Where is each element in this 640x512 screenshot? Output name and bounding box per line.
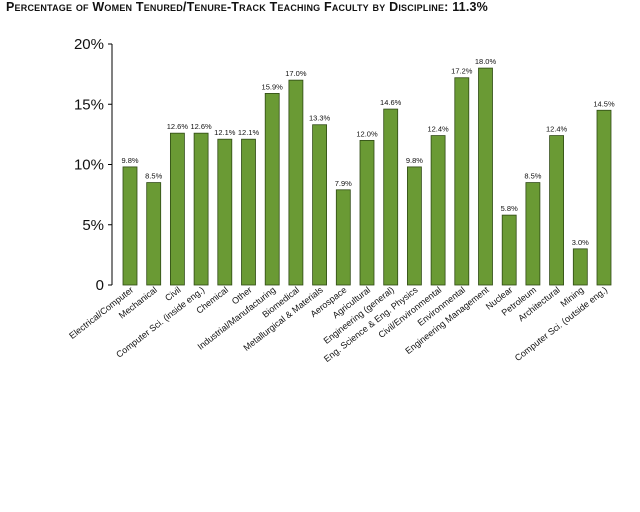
- y-tick-label: 0: [96, 277, 104, 294]
- chart-title: Percentage of Women Tenured/Tenure-Track…: [6, 0, 488, 14]
- data-label: 17.0%: [285, 69, 307, 78]
- data-label: 14.5%: [593, 99, 615, 108]
- bar: [383, 108, 399, 286]
- data-label: 13.3%: [309, 114, 331, 123]
- data-label: 12.4%: [427, 125, 449, 134]
- data-label: 12.4%: [546, 125, 568, 134]
- bar: [122, 166, 138, 286]
- bar: [549, 135, 564, 286]
- data-labels: 9.8%8.5%12.6% 12.6%12.1% 12.1%15.9%17.0%13…: [121, 57, 615, 247]
- bar: [572, 248, 588, 286]
- data-label: 12.6%: [190, 122, 212, 131]
- y-tick-label: 10%: [74, 157, 104, 174]
- y-tick-label: 15%: [74, 96, 104, 113]
- bar: [596, 109, 612, 286]
- data-label: 8.5%: [524, 172, 541, 181]
- bar: [454, 77, 470, 286]
- data-label: 3.0%: [572, 238, 589, 247]
- bar: [264, 93, 280, 286]
- data-label: 9.8%: [406, 156, 423, 165]
- bar: [430, 135, 446, 286]
- bar: [217, 138, 233, 286]
- data-label: 14.6%: [380, 98, 402, 107]
- data-label: 12.0%: [356, 129, 378, 138]
- data-label: 12.6%: [167, 122, 189, 131]
- data-label: 7.9%: [335, 179, 352, 188]
- bar: [241, 138, 256, 286]
- y-tick-label: 20%: [74, 36, 104, 53]
- data-label: 18.0%: [475, 57, 497, 66]
- data-label: 5.8%: [501, 204, 518, 213]
- bar: [335, 189, 351, 286]
- bar: [525, 182, 541, 286]
- data-label: 9.8%: [121, 156, 138, 165]
- bar: [501, 214, 517, 286]
- bar: [193, 132, 209, 286]
- bar: [478, 67, 493, 286]
- data-label: 17.2%: [451, 67, 473, 76]
- y-axis: 0 5% 10% 15% 20%: [74, 36, 113, 294]
- bar: [288, 79, 304, 286]
- data-label: 15.9%: [262, 82, 284, 91]
- bar: [146, 182, 162, 286]
- data-label: 12.1%: [214, 128, 236, 137]
- data-label: 8.5%: [145, 172, 162, 181]
- data-label: 12.1%: [238, 128, 260, 137]
- bar: [359, 139, 375, 286]
- bar: [312, 124, 328, 286]
- y-tick-label: 5%: [82, 217, 104, 234]
- bar: [169, 132, 185, 286]
- bar: [406, 166, 422, 286]
- bars: [122, 67, 612, 286]
